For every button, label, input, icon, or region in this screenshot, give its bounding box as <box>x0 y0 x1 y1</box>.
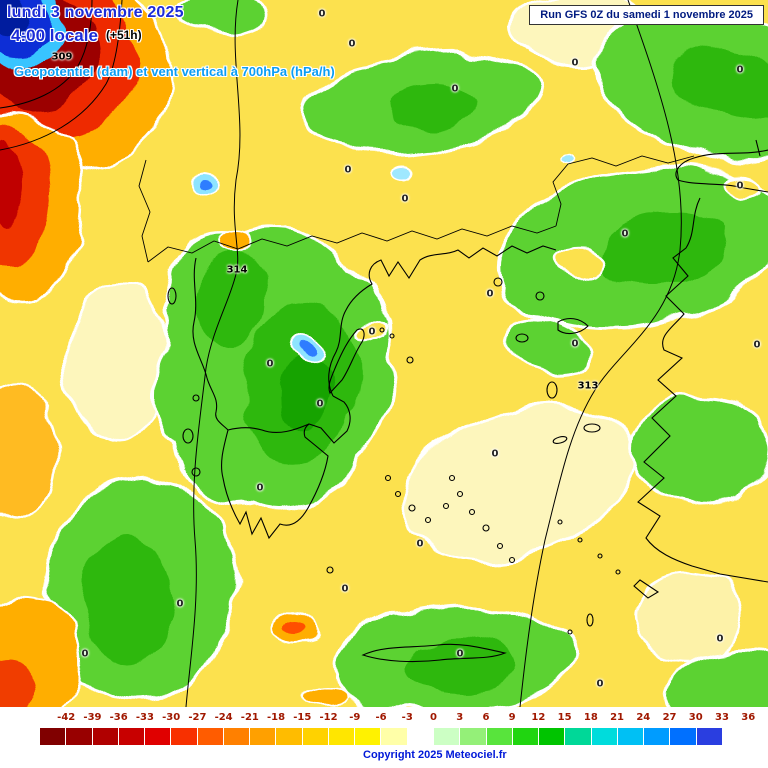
colorbar-cell <box>696 728 722 745</box>
colorbar-cell <box>381 728 407 745</box>
colorbar-tick: -6 <box>375 712 387 723</box>
map-time-label: 4:00 locale <box>11 26 98 45</box>
colorbar-tick: 27 <box>662 712 677 723</box>
colorbar-tick: -39 <box>83 712 102 723</box>
colorbar-cell <box>223 728 250 745</box>
colorbar-tick: -21 <box>240 712 259 723</box>
colorbar-cell <box>539 728 565 745</box>
colorbar-tick: -18 <box>267 712 286 723</box>
map-date: lundi 3 novembre 2025 <box>7 4 184 21</box>
geopotential-contours <box>0 0 682 707</box>
colorbar-tick: 33 <box>715 712 729 723</box>
forecast-offset: (+51h) <box>105 28 142 42</box>
colorbar-tick: 21 <box>610 712 625 723</box>
colorbar-tick: -9 <box>349 712 361 723</box>
colorbar-cell <box>118 728 145 745</box>
map-parameter-title: Geopotentiel (dam) et vent vertical à 70… <box>14 64 335 79</box>
colorbar-cell <box>486 728 512 745</box>
colorbar-tick: -24 <box>214 712 233 723</box>
colorbar-ticks: -42 -39 -36 -33 -30 -27 -24 -21 -18 -15 -12 -9 -6 -3 0… <box>40 712 755 724</box>
weather-map: 0 0 0 0 0 0 0 0 0 0 0 0 0 0 0 0 0 0 0 0 0 0 0 0 309 314 313 lundi … <box>0 0 768 707</box>
colorbar-tick: 15 <box>557 712 572 723</box>
legend-area: -42 -39 -36 -33 -30 -27 -24 -21 -18 -15 -12 -9 -6 -3 0… <box>0 707 768 768</box>
map-time: 4:00 locale (+51h) <box>11 26 142 46</box>
colorbar-tick: 18 <box>583 712 598 723</box>
vertical-velocity-field <box>0 0 768 707</box>
colorbar-cell <box>591 728 617 745</box>
colorbar-tick: -27 <box>188 712 207 723</box>
colorbar-tick: 6 <box>482 712 490 723</box>
colorbar-tick: -36 <box>109 712 128 723</box>
colorbar-tick: 12 <box>531 712 546 723</box>
colorbar-cell <box>355 728 381 745</box>
colorbar-cell <box>512 728 539 745</box>
colorbar-tick: 30 <box>688 712 703 723</box>
colorbar-cell <box>250 728 276 745</box>
colorbar-tick: 9 <box>508 712 516 723</box>
colorbar-tick: 24 <box>636 712 651 723</box>
colorbar-cell <box>433 728 460 745</box>
colorbar-cell <box>145 728 171 745</box>
colorbar <box>40 728 722 745</box>
colorbar-tick: -30 <box>162 712 181 723</box>
colorbar-cell <box>407 728 433 745</box>
colorbar-cell <box>171 728 197 745</box>
colorbar-cell <box>644 728 670 745</box>
colorbar-cell <box>617 728 644 745</box>
colorbar-cell <box>565 728 591 745</box>
colorbar-tick: -12 <box>319 712 338 723</box>
colorbar-cell <box>328 728 355 745</box>
colorbar-cell <box>302 728 328 745</box>
coastlines <box>167 139 768 663</box>
weather-map-canvas <box>0 0 768 707</box>
colorbar-tick: -3 <box>401 712 413 723</box>
colorbar-cell <box>66 728 92 745</box>
copyright-link[interactable]: Copyright 2025 Meteociel.fr <box>363 749 507 761</box>
colorbar-cell <box>197 728 223 745</box>
colorbar-tick: -33 <box>135 712 154 723</box>
colorbar-tick: 0 <box>429 712 437 723</box>
colorbar-cell <box>460 728 486 745</box>
colorbar-cell <box>92 728 118 745</box>
country-borders <box>138 155 695 263</box>
colorbar-tick: -15 <box>293 712 312 723</box>
colorbar-tick: 36 <box>741 712 756 723</box>
colorbar-cell <box>670 728 696 745</box>
model-run-info: Run GFS 0Z du samedi 1 novembre 2025 <box>529 5 764 25</box>
colorbar-cell <box>40 728 66 745</box>
colorbar-tick: 3 <box>456 712 464 723</box>
colorbar-tick: -42 <box>57 712 76 723</box>
colorbar-cell <box>276 728 302 745</box>
